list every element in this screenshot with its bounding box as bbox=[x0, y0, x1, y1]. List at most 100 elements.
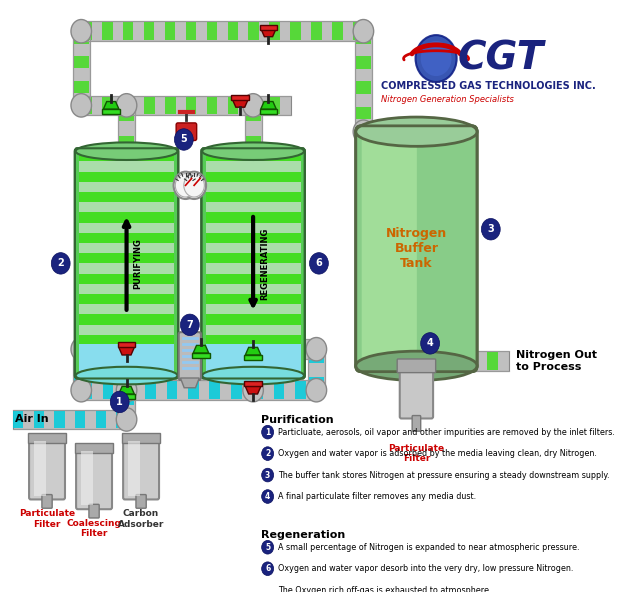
Bar bbox=[244, 381, 262, 387]
Bar bbox=[79, 223, 174, 233]
Bar bbox=[205, 243, 301, 253]
Bar bbox=[207, 96, 218, 114]
Bar bbox=[79, 274, 174, 284]
Bar bbox=[74, 349, 89, 363]
Bar bbox=[102, 22, 113, 40]
Bar bbox=[79, 365, 174, 375]
Text: 4: 4 bbox=[265, 492, 270, 501]
Circle shape bbox=[184, 173, 204, 197]
Circle shape bbox=[262, 562, 274, 575]
Bar bbox=[34, 441, 45, 496]
Polygon shape bbox=[180, 378, 199, 388]
Text: 1: 1 bbox=[116, 397, 123, 407]
Text: Particulate
Filter: Particulate Filter bbox=[19, 509, 75, 529]
Bar bbox=[74, 31, 89, 44]
Bar bbox=[145, 340, 156, 358]
Bar bbox=[244, 349, 262, 375]
Bar bbox=[167, 381, 177, 399]
FancyBboxPatch shape bbox=[356, 126, 477, 372]
Text: 7: 7 bbox=[186, 320, 193, 330]
Bar bbox=[76, 443, 113, 453]
Polygon shape bbox=[245, 348, 261, 355]
Text: 7: 7 bbox=[265, 585, 270, 592]
Bar bbox=[79, 324, 174, 334]
Bar bbox=[144, 96, 154, 114]
Text: COMPRESSED GAS TECHNOLOGIES INC.: COMPRESSED GAS TECHNOLOGIES INC. bbox=[381, 81, 595, 91]
Bar bbox=[79, 263, 174, 274]
Circle shape bbox=[420, 333, 440, 354]
Bar bbox=[118, 342, 136, 348]
Bar bbox=[79, 243, 174, 253]
Bar bbox=[165, 22, 175, 40]
Bar bbox=[205, 314, 301, 324]
Circle shape bbox=[71, 337, 92, 361]
Circle shape bbox=[262, 540, 274, 554]
Bar bbox=[79, 202, 174, 213]
FancyBboxPatch shape bbox=[179, 332, 201, 380]
Bar bbox=[13, 411, 23, 428]
Bar bbox=[81, 339, 316, 359]
Bar bbox=[205, 182, 301, 192]
Text: CGT: CGT bbox=[458, 40, 544, 78]
Bar bbox=[356, 56, 371, 69]
Bar bbox=[252, 381, 263, 399]
Bar bbox=[487, 352, 498, 370]
Bar bbox=[79, 355, 174, 365]
Bar bbox=[245, 349, 260, 362]
Text: Particluate, aerosols, oil vapor and other impurities are removed by the inlet f: Particluate, aerosols, oil vapor and oth… bbox=[278, 427, 615, 437]
Circle shape bbox=[306, 378, 326, 402]
Text: 6: 6 bbox=[265, 564, 270, 573]
Circle shape bbox=[71, 94, 92, 117]
Bar bbox=[408, 361, 425, 366]
Text: 5: 5 bbox=[180, 134, 188, 144]
Bar bbox=[399, 352, 410, 370]
Text: Coalescing
Filter: Coalescing Filter bbox=[67, 519, 122, 538]
Bar bbox=[332, 22, 342, 40]
Bar bbox=[102, 96, 113, 114]
Circle shape bbox=[71, 378, 92, 402]
Polygon shape bbox=[260, 102, 276, 109]
Bar bbox=[308, 349, 325, 390]
FancyBboxPatch shape bbox=[42, 494, 52, 508]
Bar bbox=[291, 22, 301, 40]
Bar bbox=[81, 381, 316, 400]
Bar bbox=[28, 433, 66, 443]
Bar bbox=[184, 336, 196, 349]
Bar bbox=[124, 340, 134, 358]
Bar bbox=[353, 22, 364, 40]
Text: Regeneration: Regeneration bbox=[260, 530, 345, 540]
Ellipse shape bbox=[356, 351, 477, 381]
Polygon shape bbox=[104, 102, 119, 109]
Bar bbox=[295, 340, 306, 358]
Bar bbox=[205, 355, 301, 365]
Bar bbox=[205, 253, 301, 263]
Circle shape bbox=[116, 408, 137, 431]
Bar bbox=[205, 274, 301, 284]
Bar bbox=[270, 96, 280, 114]
FancyBboxPatch shape bbox=[397, 359, 436, 372]
Bar bbox=[116, 411, 127, 428]
Circle shape bbox=[116, 337, 137, 361]
Ellipse shape bbox=[76, 367, 177, 384]
Bar bbox=[79, 182, 174, 192]
Ellipse shape bbox=[202, 143, 304, 160]
Bar bbox=[260, 25, 276, 30]
Bar bbox=[356, 82, 371, 94]
Text: Oxygen and water vapor desorb into the very dry, low pressure Nitrogen.: Oxygen and water vapor desorb into the v… bbox=[278, 564, 573, 573]
FancyBboxPatch shape bbox=[362, 133, 417, 365]
Bar bbox=[119, 105, 134, 121]
Text: A small percentage of Nitrogen is expanded to near atmospheric pressure.: A small percentage of Nitrogen is expand… bbox=[278, 543, 579, 552]
Text: 3: 3 bbox=[265, 471, 270, 480]
Circle shape bbox=[175, 129, 193, 150]
FancyBboxPatch shape bbox=[412, 416, 420, 431]
Circle shape bbox=[420, 41, 451, 76]
Bar bbox=[249, 96, 259, 114]
Bar bbox=[118, 349, 135, 375]
FancyBboxPatch shape bbox=[202, 148, 305, 378]
Circle shape bbox=[353, 20, 374, 43]
Bar bbox=[81, 381, 92, 399]
Bar bbox=[205, 233, 301, 243]
Bar bbox=[118, 390, 135, 420]
Bar bbox=[79, 213, 174, 223]
Text: Oxygen and water vapor is adsorbed by the media leaving clean, dry Nitrogen.: Oxygen and water vapor is adsorbed by th… bbox=[278, 449, 596, 458]
